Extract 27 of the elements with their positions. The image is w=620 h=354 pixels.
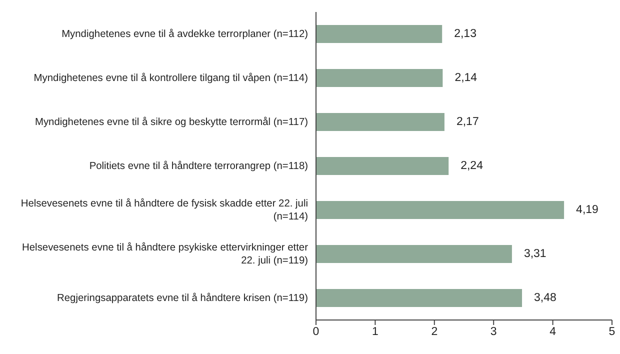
x-tick-label: 1: [372, 326, 378, 338]
bar: [316, 201, 564, 219]
x-tick-label: 3: [490, 326, 497, 338]
bar: [316, 25, 442, 43]
data-label: 3,48: [534, 292, 556, 304]
bar: [316, 289, 522, 307]
data-label: 2,17: [456, 116, 479, 128]
bar: [316, 157, 449, 175]
y-tick-label: Helsevesenets evne til å håndtere psykiske ettervirkninger etter 22. juli (n=119): [22, 241, 309, 266]
data-label: 4,19: [576, 204, 598, 216]
y-tick-label: Myndighetenes evne til å avdekke terrorplaner (n=112): [62, 28, 308, 40]
y-tick-label: Regjeringsapparatets evne til å håndtere krisen (n=119): [57, 292, 308, 304]
data-label: 2,13: [454, 28, 476, 40]
x-tick-label: 5: [608, 326, 616, 338]
bar: [316, 69, 443, 87]
y-tick-label: Politiets evne til å håndtere terrorangrep (n=118): [89, 160, 308, 172]
x-tick-label: 0: [312, 326, 320, 338]
y-tick-label: Myndighetenes evne til å sikre og beskytte terrormål (n=117): [34, 116, 308, 128]
data-label: 3,31: [524, 248, 546, 260]
data-label: 2,24: [460, 160, 484, 172]
bar: [316, 113, 444, 131]
bar: [316, 245, 512, 263]
data-label: 2,14: [454, 72, 478, 84]
y-tick-label: Helsevesenets evne til å håndtere de fysisk skadde etter 22. juli (n=114): [20, 197, 308, 222]
x-tick-label: 4: [550, 326, 557, 338]
y-tick-label: Myndighetenes evne til å kontrollere tilgang til våpen (n=114): [34, 72, 308, 84]
x-tick-label: 2: [431, 326, 438, 338]
